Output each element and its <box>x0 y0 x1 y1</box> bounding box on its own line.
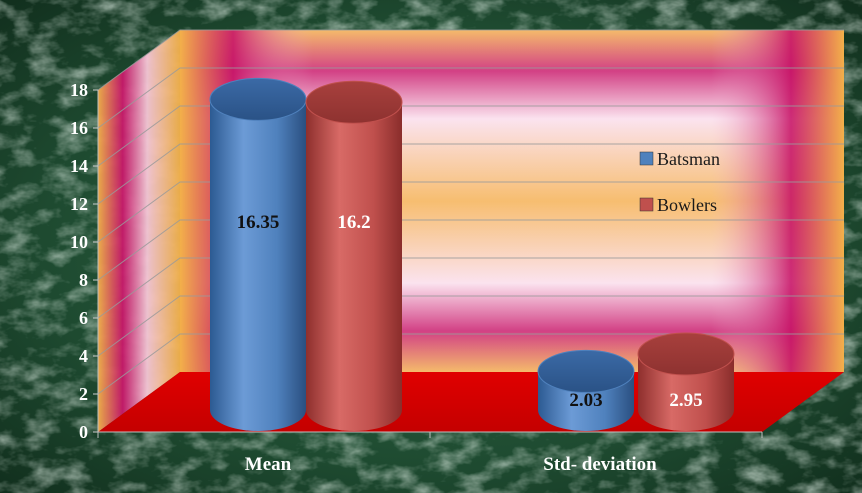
gridline <box>97 219 844 281</box>
data-label: 16.35 <box>237 212 280 233</box>
side-wall <box>98 30 180 432</box>
gridline <box>97 67 844 129</box>
legend-label-bowlers: Bowlers <box>657 195 717 215</box>
data-labels: 16.35 16.2 2.03 2.95 <box>237 212 703 411</box>
gridline <box>97 181 844 243</box>
y-tick-label: 10 <box>70 232 88 252</box>
data-label: 2.03 <box>569 390 602 411</box>
data-label: 16.2 <box>337 212 370 233</box>
x-tick-label: Mean <box>245 454 292 475</box>
legend-swatch-bowlers <box>639 197 654 212</box>
y-tick-label: 6 <box>79 308 88 328</box>
bar-batsman-0 <box>209 77 307 431</box>
y-tick-label: 18 <box>70 80 88 100</box>
y-tick-label: 0 <box>79 422 88 442</box>
gridlines <box>97 29 844 395</box>
y-tick-label: 2 <box>79 384 88 404</box>
gridline <box>97 333 844 395</box>
bar-body <box>638 353 734 431</box>
y-tick-label: 8 <box>79 270 88 290</box>
bar-bowlers-1 <box>637 332 735 431</box>
legend-label-batsman: Batsman <box>657 149 720 169</box>
bar-top <box>637 332 735 376</box>
bar-bowlers-0 <box>305 80 403 431</box>
bar-body <box>306 102 402 431</box>
legend-swatch-batsman <box>639 151 654 166</box>
gridline <box>97 105 844 167</box>
y-tick-labels: 0 2 4 6 8 10 12 14 16 18 <box>70 80 98 442</box>
bar-body <box>210 99 306 431</box>
gridline <box>97 143 844 205</box>
bar-batsman-1 <box>537 349 635 431</box>
bar-top <box>209 77 307 121</box>
bar-top <box>305 80 403 124</box>
y-tick-label: 14 <box>70 156 88 176</box>
gridline <box>97 257 844 319</box>
legend: Batsman Bowlers <box>639 149 720 215</box>
y-tick-label: 16 <box>70 118 88 138</box>
y-tick-label: 4 <box>79 346 88 366</box>
gridline <box>97 295 844 357</box>
bar-top <box>537 349 635 393</box>
x-tick-labels: Mean Std- deviation <box>97 431 763 475</box>
bars <box>209 77 735 431</box>
data-label: 2.95 <box>669 390 702 411</box>
gridline <box>97 29 844 91</box>
x-tick-label: Std- deviation <box>543 454 657 475</box>
y-tick-label: 12 <box>70 194 88 214</box>
